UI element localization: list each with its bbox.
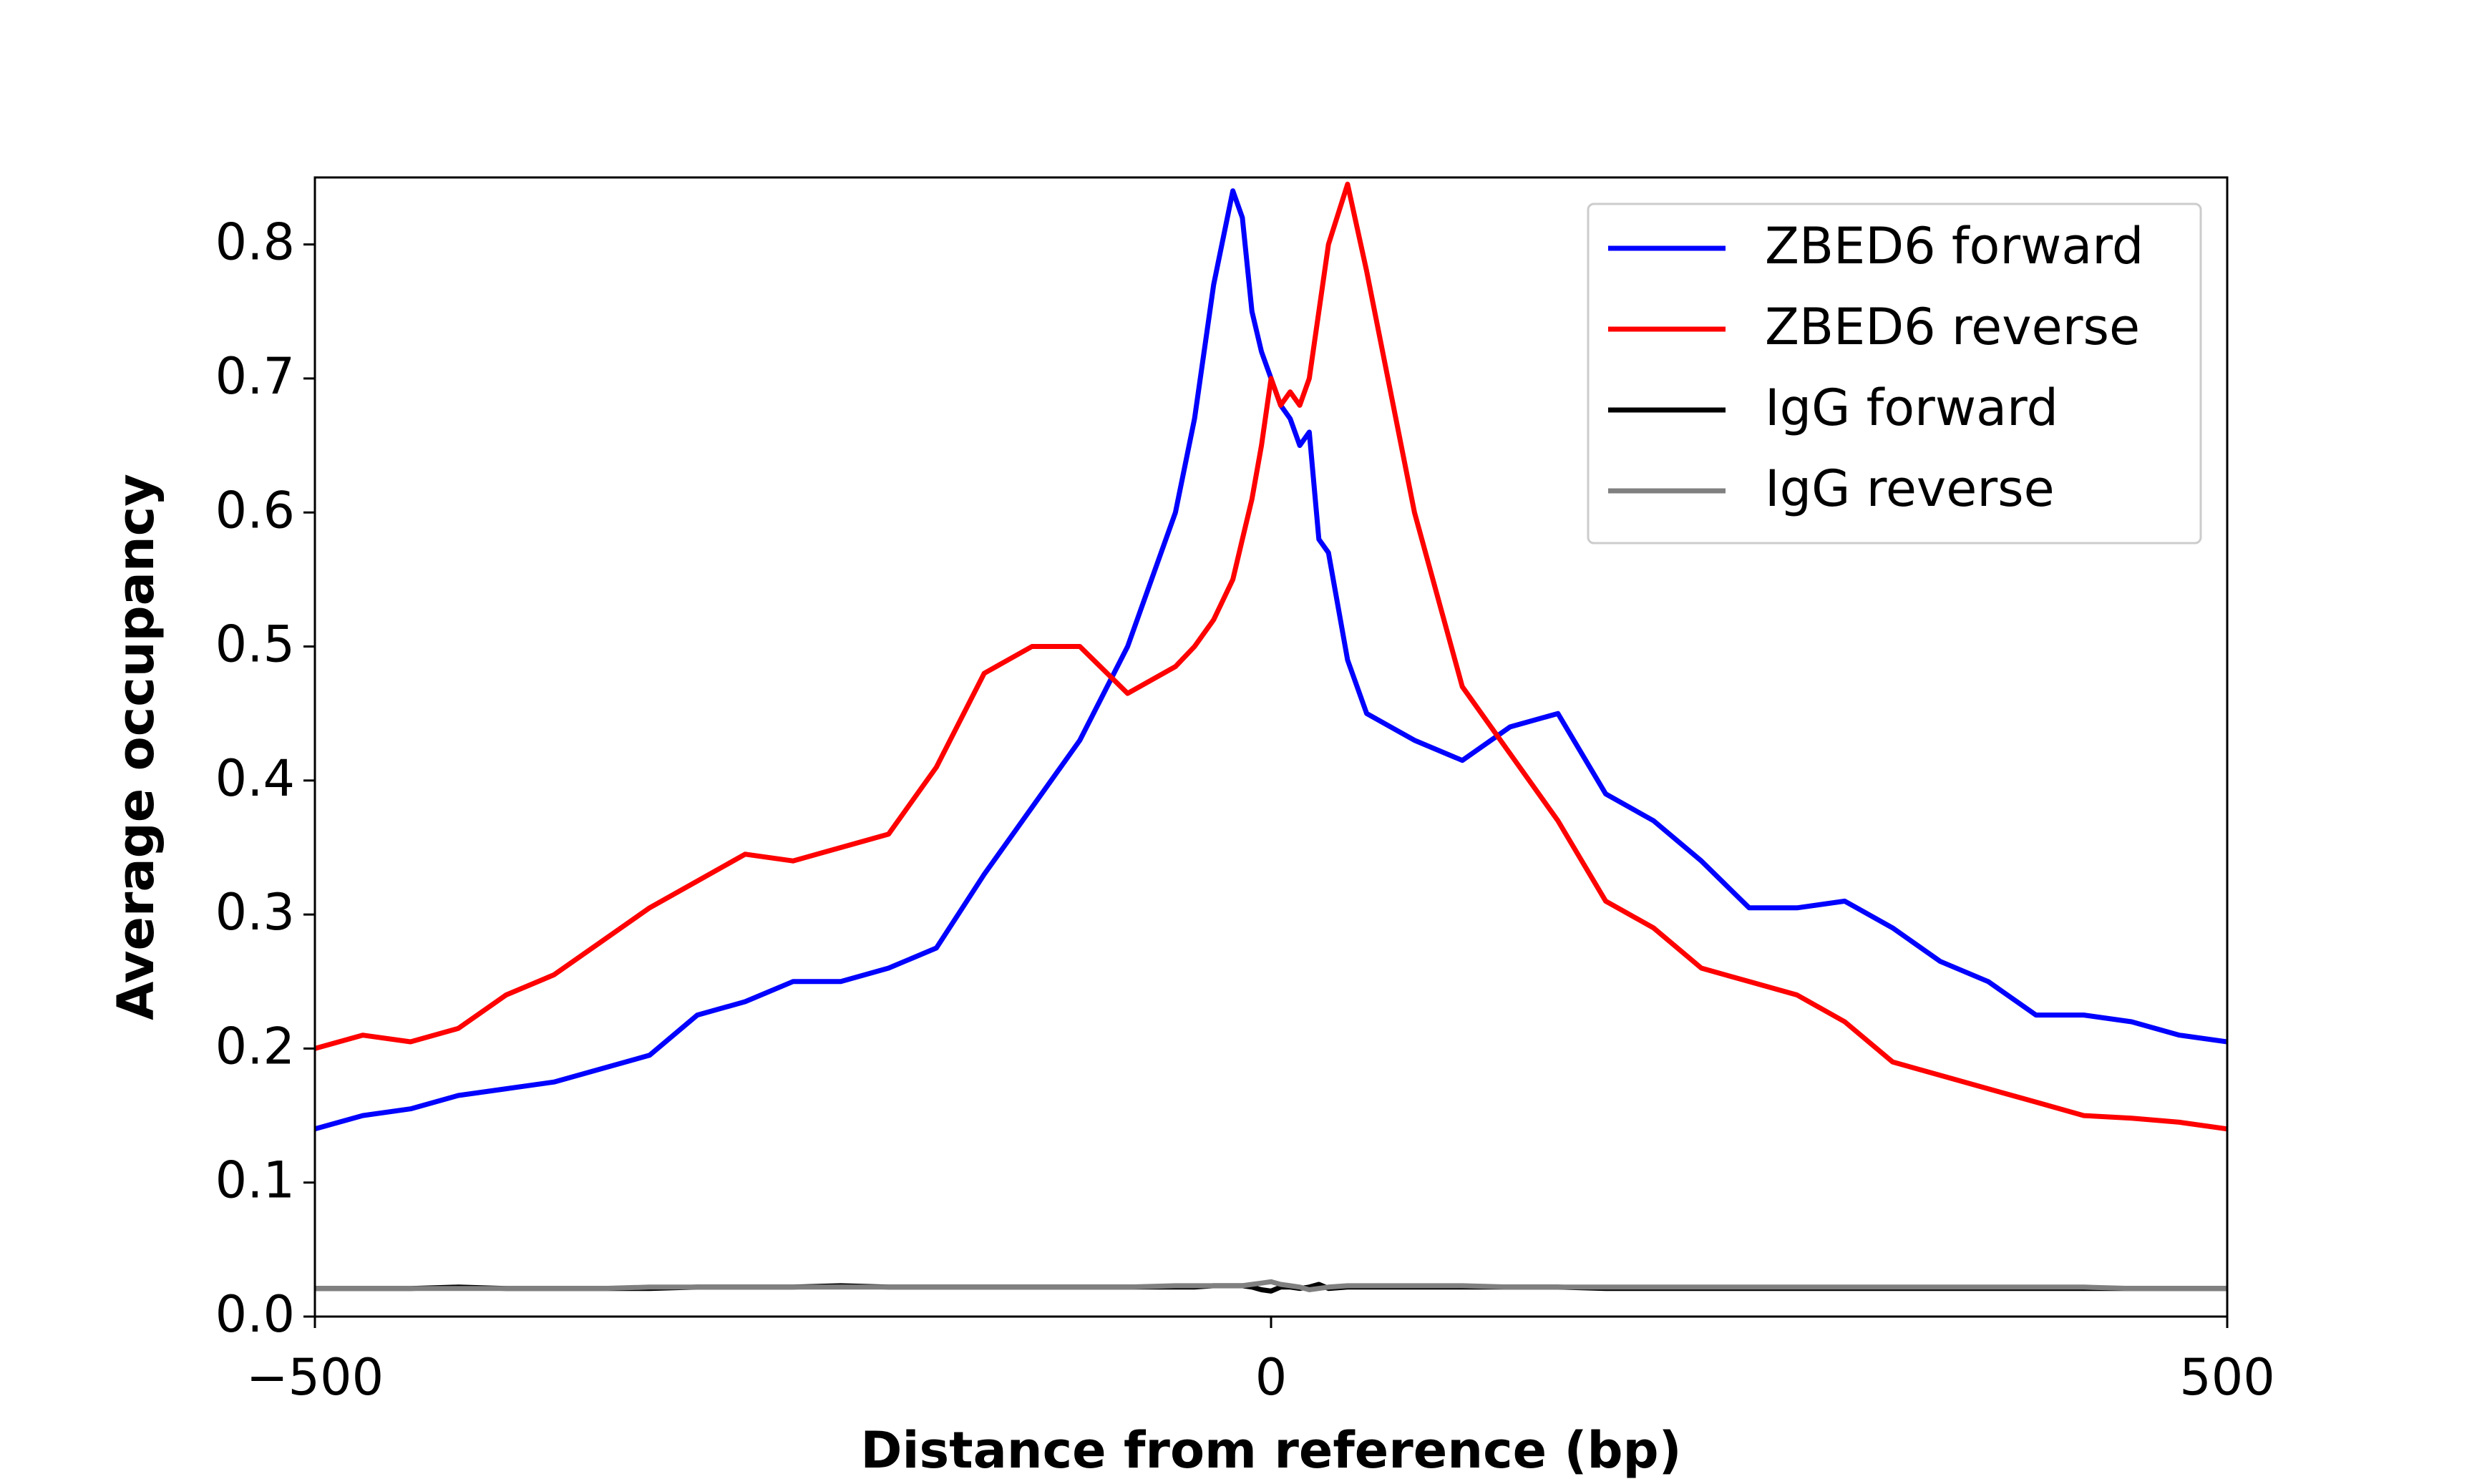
x-tick-label: 0 — [1255, 1348, 1288, 1407]
x-axis-label: Distance from reference (bp) — [860, 1421, 1681, 1480]
legend-label: IgG reverse — [1765, 459, 2055, 518]
y-axis-label: Average occupancy — [107, 474, 165, 1020]
x-tick-label: −500 — [246, 1348, 384, 1407]
y-tick-label: 0.5 — [215, 615, 295, 674]
legend-label: ZBED6 forward — [1765, 217, 2143, 275]
y-tick-label: 0.0 — [215, 1285, 295, 1344]
y-tick-label: 0.1 — [215, 1151, 295, 1210]
y-tick-label: 0.7 — [215, 347, 295, 406]
legend-label: ZBED6 reverse — [1765, 298, 2140, 356]
y-tick-label: 0.6 — [215, 481, 295, 540]
legend-box — [1587, 202, 2202, 545]
y-tick-label: 0.2 — [215, 1017, 295, 1075]
y-tick-label: 0.3 — [215, 883, 295, 942]
axes-frame — [313, 176, 2229, 1318]
legend-label: IgG forward — [1765, 379, 2058, 437]
plot-lines — [315, 181, 2227, 1294]
data-line — [315, 1279, 2227, 1292]
y-tick-label: 0.4 — [215, 749, 295, 808]
y-tick-label: 0.8 — [215, 213, 295, 272]
x-tick-label: 500 — [2179, 1348, 2275, 1407]
data-line — [315, 181, 2227, 1132]
